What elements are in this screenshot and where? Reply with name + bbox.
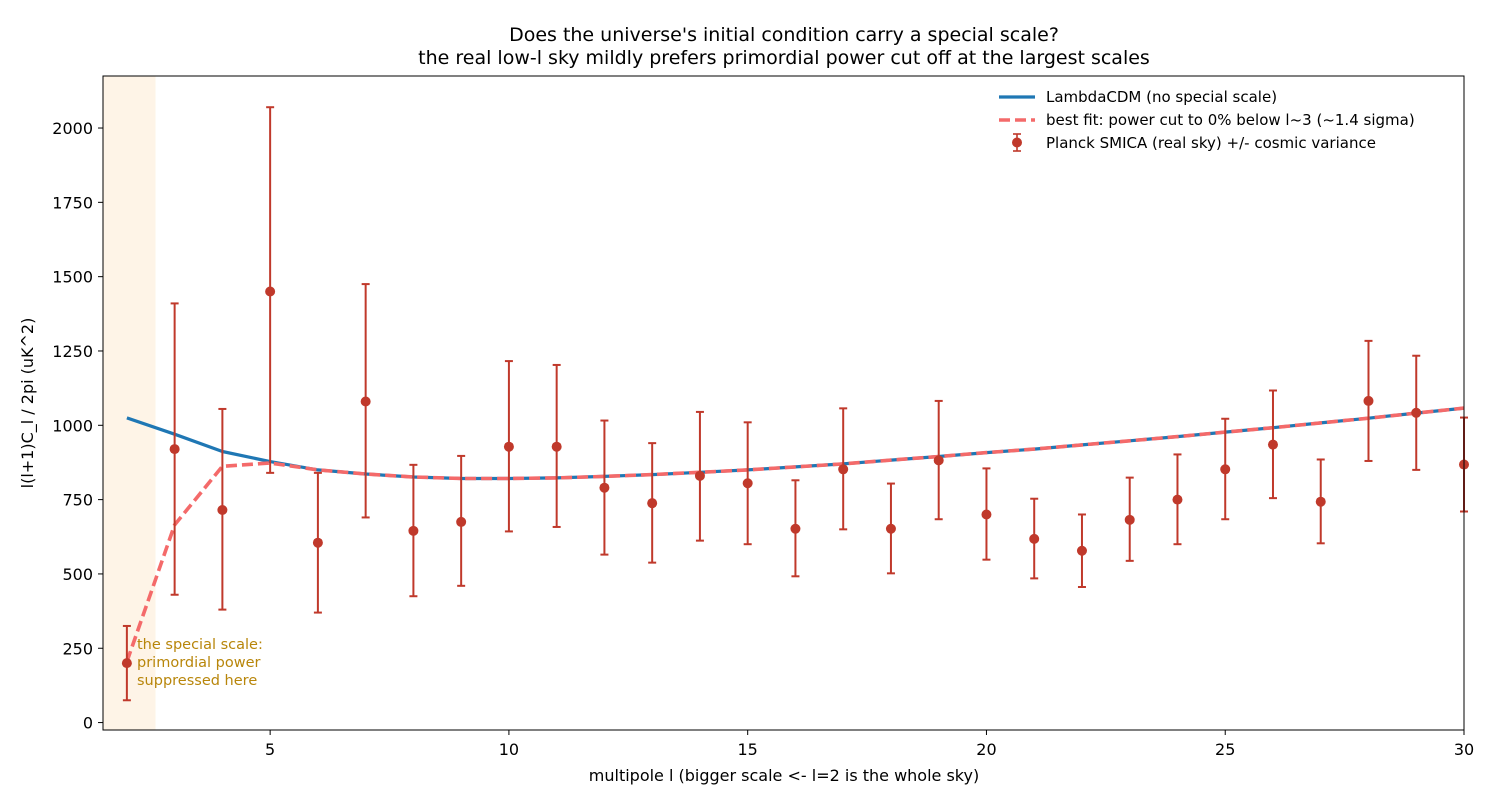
data-point	[1029, 533, 1040, 544]
y-axis-ticks: 0 250 500 750 1000 1250 1500 1750 2000	[52, 119, 103, 733]
legend-label-best-fit: best fit: power cut to 0% below l~3 (~1.…	[1046, 111, 1415, 129]
data-point	[1363, 395, 1374, 406]
legend: LambdaCDM (no special scale) best fit: p…	[999, 88, 1415, 152]
data-point	[169, 444, 180, 455]
y-axis-label: l(l+1)C_l / 2pi (uK^2)	[18, 318, 38, 489]
data-point	[503, 441, 514, 452]
plot-frame	[102, 75, 1465, 731]
x-tick-label: 5	[265, 740, 275, 759]
data-points	[121, 286, 1469, 669]
data-point	[885, 523, 896, 534]
x-axis-ticks: 5 10 15 20 25 30	[265, 730, 1474, 759]
data-point	[1172, 494, 1183, 505]
y-tick-label: 1250	[52, 342, 93, 361]
data-point	[121, 658, 132, 669]
data-point	[1315, 496, 1326, 507]
data-point	[265, 286, 276, 297]
data-point	[312, 537, 323, 548]
data-point	[1124, 514, 1135, 525]
data-point	[933, 455, 944, 466]
special-scale-annotation: the special scale: primordial power supp…	[137, 637, 263, 689]
series-lines	[125, 406, 1465, 663]
x-tick-label: 25	[1215, 740, 1235, 759]
x-axis-label: multipole l (bigger scale <- l=2 is the …	[589, 766, 979, 785]
legend-label-planck: Planck SMICA (real sky) +/- cosmic varia…	[1046, 134, 1376, 152]
y-tick-label: 750	[62, 491, 93, 510]
legend-swatch-planck	[1012, 133, 1022, 152]
special-scale-shaded-region	[103, 76, 156, 730]
x-tick-label: 10	[499, 740, 519, 759]
data-point	[1267, 439, 1278, 450]
data-point	[1220, 464, 1231, 475]
data-point	[694, 470, 705, 481]
data-point	[1076, 545, 1087, 556]
x-tick-label: 15	[738, 740, 758, 759]
y-tick-label: 250	[62, 639, 93, 658]
y-tick-label: 1500	[52, 268, 93, 287]
data-point	[647, 498, 658, 509]
y-tick-label: 1750	[52, 193, 93, 212]
data-point	[599, 482, 610, 493]
data-point	[408, 525, 419, 536]
annotation-line-1: the special scale:	[137, 637, 263, 653]
chart-title: Does the universe's initial condition ca…	[509, 24, 1059, 46]
data-point	[981, 509, 992, 520]
y-tick-label: 1000	[52, 416, 93, 435]
data-point	[790, 523, 801, 534]
plot-area	[103, 76, 1469, 730]
data-point	[360, 396, 371, 407]
data-point	[217, 505, 228, 516]
x-tick-label: 30	[1454, 740, 1474, 759]
y-tick-label: 0	[83, 714, 93, 733]
data-point	[551, 441, 562, 452]
legend-label-lcdm: LambdaCDM (no special scale)	[1046, 88, 1277, 106]
data-point	[838, 464, 849, 475]
chart-subtitle: the real low-l sky mildly prefers primor…	[418, 47, 1150, 69]
data-point	[742, 478, 753, 489]
x-tick-label: 20	[976, 740, 996, 759]
y-tick-label: 500	[62, 565, 93, 584]
data-point	[456, 516, 467, 527]
y-tick-label: 2000	[52, 119, 93, 138]
annotation-line-3: suppressed here	[137, 673, 257, 689]
annotation-line-2: primordial power	[137, 655, 261, 671]
data-point	[1411, 407, 1422, 418]
series-line-best-fit	[125, 406, 1465, 663]
